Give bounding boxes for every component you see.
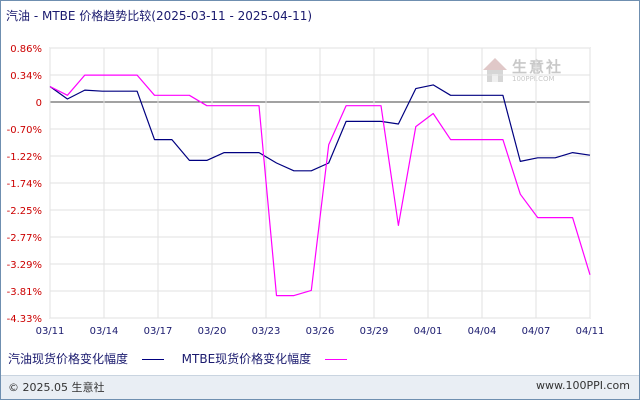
- y-tick-label: -3.81%: [7, 287, 42, 298]
- x-tick-label: 04/07: [522, 326, 551, 337]
- watermark-subtext: 100PPI.COM: [512, 75, 555, 83]
- x-tick-label: 03/23: [252, 326, 281, 337]
- website-link[interactable]: www.100PPI.com: [536, 379, 630, 392]
- x-tick-label: 04/01: [414, 326, 443, 337]
- footer-bar: [1, 375, 639, 399]
- series-layer: [49, 74, 591, 297]
- watermark-text: 生意社: [512, 58, 564, 76]
- x-tick-label: 03/29: [360, 326, 389, 337]
- legend: 汽油现货价格变化幅度 MTBE现货价格变化幅度: [8, 350, 361, 367]
- legend-item-mtbe: MTBE现货价格变化幅度: [182, 350, 347, 367]
- legend-label-gasoline: 汽油现货价格变化幅度: [8, 352, 129, 366]
- x-tick-label: 04/04: [468, 326, 497, 337]
- y-tick-label: -1.74%: [7, 179, 42, 190]
- house-logo-icon: [483, 58, 507, 82]
- x-tick-label: 04/11: [576, 326, 605, 337]
- legend-label-mtbe: MTBE现货价格变化幅度: [181, 352, 312, 366]
- y-tick-label: -1.22%: [7, 152, 42, 163]
- y-tick-label: 0.34%: [10, 71, 42, 82]
- y-tick-label: -0.70%: [7, 125, 42, 136]
- legend-swatch-gasoline: [141, 359, 164, 360]
- y-tick-label: -2.25%: [7, 206, 42, 217]
- watermark: 生意社 100PPI.COM: [482, 54, 582, 88]
- grid: [49, 47, 591, 319]
- x-tick-label: 03/11: [36, 326, 65, 337]
- x-tick-label: 03/20: [198, 326, 227, 337]
- series-line-gasoline: [49, 84, 591, 172]
- axes: 0.86% 0.34% 0 -0.70% -1.22% -1.74% -2.25% -2.77…: [7, 44, 605, 337]
- legend-swatch-mtbe: [325, 359, 347, 360]
- y-tick-label: 0.86%: [10, 44, 42, 55]
- series-line-mtbe: [49, 74, 591, 297]
- legend-item-gasoline: 汽油现货价格变化幅度: [8, 350, 164, 367]
- y-tick-label: -4.33%: [7, 314, 42, 325]
- y-tick-label: -3.29%: [7, 260, 42, 271]
- x-tick-label: 03/17: [144, 326, 173, 337]
- chart-title: 汽油 - MTBE 价格趋势比较(2025-03-11 - 2025-04-11…: [6, 9, 313, 23]
- copyright-text: © 2025.05 生意社: [8, 381, 105, 394]
- y-tick-label: -2.77%: [7, 233, 42, 244]
- x-tick-label: 03/26: [306, 326, 335, 337]
- y-tick-label: 0: [36, 98, 42, 109]
- x-tick-label: 03/14: [90, 326, 119, 337]
